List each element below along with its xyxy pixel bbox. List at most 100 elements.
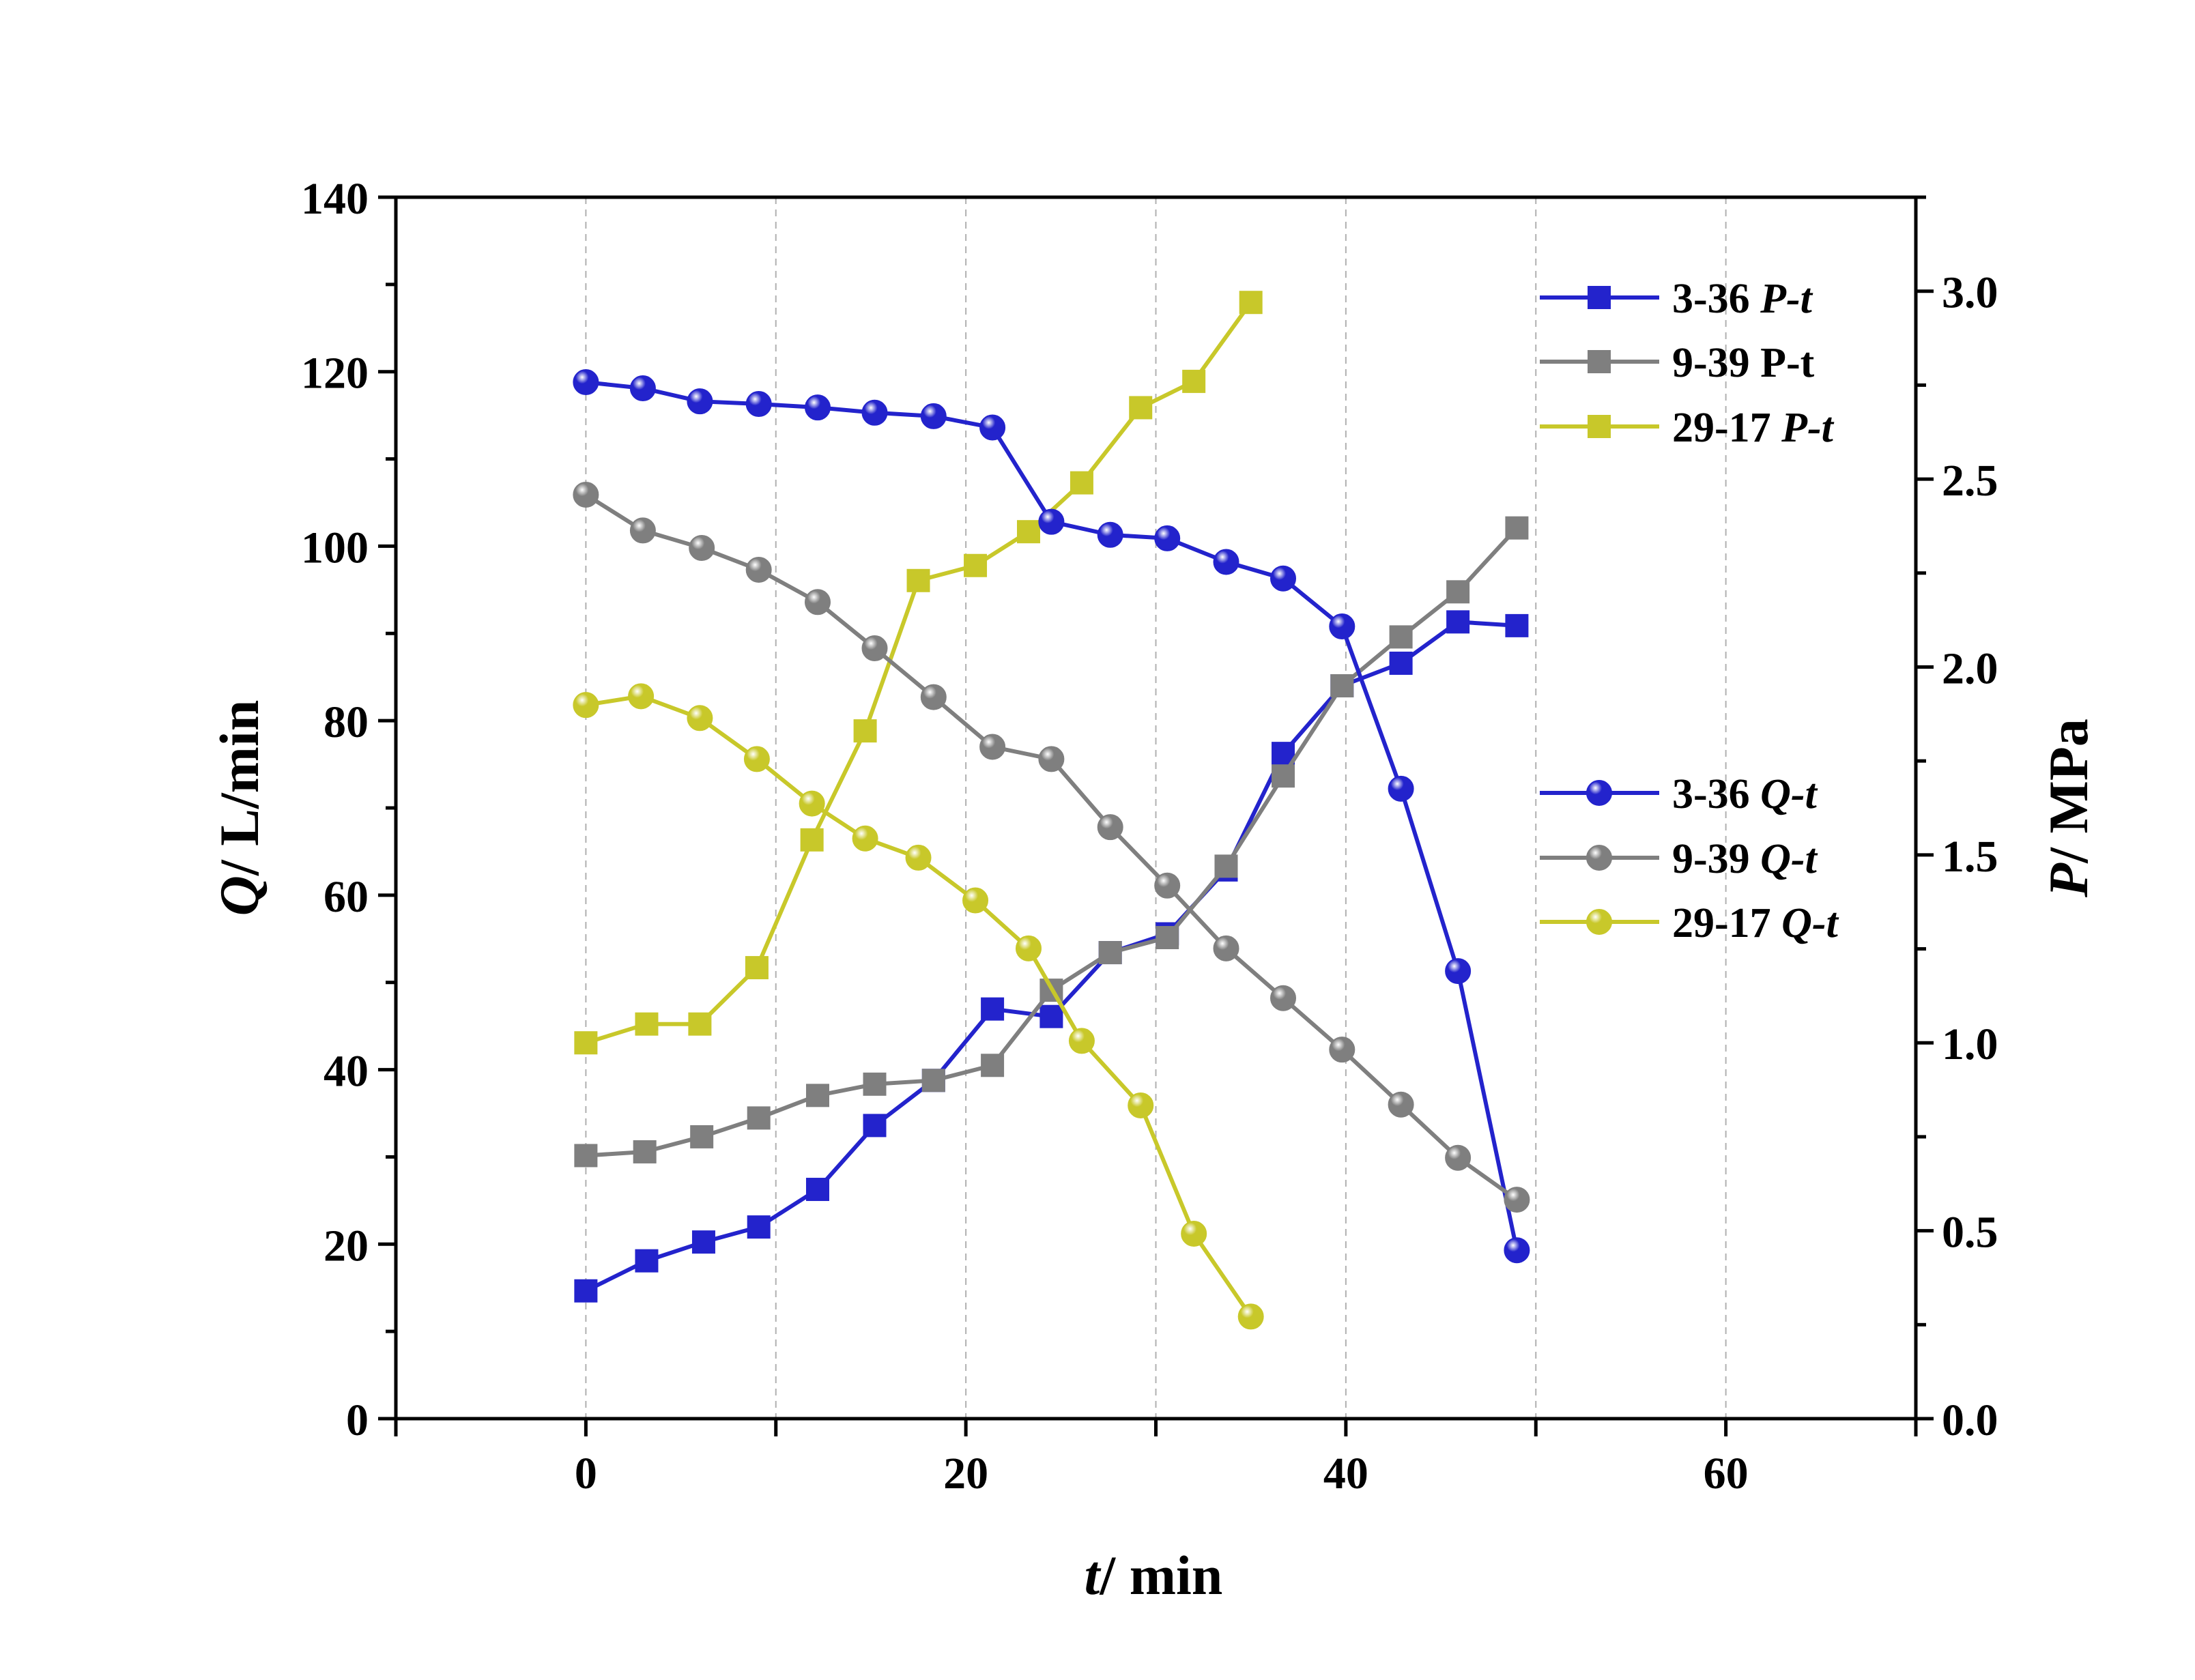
data-point (1270, 565, 1297, 592)
data-point (1038, 746, 1065, 772)
y-left-axis-title: Q/ L/min (208, 700, 270, 916)
data-point (804, 394, 831, 421)
y-right-tick-label: 3.0 (1942, 268, 1998, 318)
y-left-axis-var: Q (208, 875, 270, 916)
legend-marker (1588, 415, 1611, 438)
data-point (861, 635, 888, 662)
data-point (628, 683, 655, 710)
data-point (633, 1140, 657, 1163)
data-point (1154, 872, 1181, 899)
data-point (920, 684, 947, 710)
data-point (979, 734, 1006, 760)
data-point (691, 1230, 715, 1254)
data-point (805, 1178, 829, 1202)
data-point (1330, 674, 1354, 697)
y-left-tick-label: 20 (324, 1221, 369, 1271)
y-right-tick-label: 0.5 (1942, 1208, 1998, 1258)
data-point (1038, 508, 1065, 535)
y-left-tick-label: 40 (324, 1047, 369, 1097)
series-5 (573, 683, 1264, 1330)
data-point (1039, 1004, 1063, 1028)
data-point (853, 719, 877, 743)
data-point (1097, 521, 1123, 548)
axes: 0 20 40 60 0 20 40 60 80 100 120 140 0.0 0.5 1.0 1.5 2.0… (301, 174, 1998, 1498)
data-point (1214, 854, 1238, 878)
data-point (981, 997, 1005, 1021)
data-point (861, 399, 888, 426)
data-point (1213, 549, 1239, 575)
legend-item: 29-17 Q-t (1540, 900, 1839, 946)
data-point (1237, 1303, 1264, 1330)
data-point (629, 375, 656, 402)
data-point (905, 844, 932, 871)
data-point (573, 481, 599, 508)
data-point (574, 1031, 598, 1055)
legend-label: 3-36 P-t (1672, 276, 1813, 322)
data-point (573, 692, 599, 719)
y-right-tick-label: 2.0 (1942, 643, 1998, 693)
data-point (1389, 651, 1413, 675)
y-right-tick-label: 1.5 (1942, 832, 1998, 882)
x-axis-title: t/ min (1085, 1544, 1223, 1606)
legend-item: 29-17 P-t (1540, 405, 1835, 451)
y-right-axis-var: P (2037, 863, 2099, 898)
data-point (1445, 1144, 1472, 1171)
data-point (635, 1249, 659, 1273)
data-point (689, 534, 715, 561)
data-point (920, 403, 947, 429)
legend-item: 3-36 P-t (1540, 276, 1813, 322)
data-point (800, 828, 824, 852)
data-point (690, 1125, 714, 1148)
y-right-axis-unit: / MPa (2037, 719, 2099, 864)
data-point (688, 1012, 712, 1036)
data-point (852, 825, 878, 852)
data-point (964, 553, 988, 577)
data-point (573, 369, 599, 396)
y-left-tick-label: 80 (324, 697, 369, 747)
data-point (1068, 1028, 1095, 1054)
legend-item: 9-39 P-t (1540, 340, 1815, 386)
data-point (863, 1072, 887, 1096)
data-point (1329, 613, 1355, 640)
data-point (1015, 935, 1042, 961)
data-point (1389, 625, 1413, 649)
data-point (743, 746, 770, 772)
data-point (1129, 396, 1153, 420)
data-point (1505, 613, 1529, 637)
legend: 3-36 P-t 9-39 P-t 29-17 P-t 3-36 Q-t 9-39 Q-… (1540, 276, 1839, 946)
data-point (1388, 775, 1414, 802)
data-point (687, 705, 713, 732)
legend-label: 29-17 Q-t (1672, 900, 1839, 946)
data-point (962, 887, 989, 914)
legend-label: 9-39 Q-t (1672, 836, 1818, 882)
y-left-tick-label: 140 (301, 174, 369, 224)
data-point (1504, 1237, 1530, 1264)
data-point (629, 517, 656, 544)
legend-marker (1586, 780, 1612, 806)
data-point (1181, 1220, 1207, 1247)
data-point (1016, 520, 1040, 544)
legend-label: 29-17 P-t (1672, 405, 1835, 451)
data-point (1388, 1091, 1414, 1118)
y-right-tick-label: 2.5 (1942, 456, 1998, 506)
data-point (635, 1012, 659, 1036)
data-point (1182, 369, 1206, 393)
series-4 (573, 481, 1530, 1213)
data-point (981, 1054, 1005, 1077)
data-point (747, 1106, 771, 1130)
legend-marker (1586, 909, 1612, 935)
x-tick-label: 20 (943, 1449, 988, 1498)
y-left-tick-label: 60 (324, 872, 369, 922)
data-point (799, 790, 825, 817)
data-point (1272, 764, 1295, 788)
series-2 (574, 291, 1263, 1055)
y-left-tick-label: 100 (301, 523, 369, 573)
legend-item: 9-39 Q-t (1540, 836, 1818, 882)
data-point (687, 388, 713, 415)
data-point (745, 391, 772, 418)
data-point (1504, 1187, 1530, 1213)
data-point (1156, 926, 1179, 950)
x-tick-label: 0 (575, 1449, 597, 1498)
